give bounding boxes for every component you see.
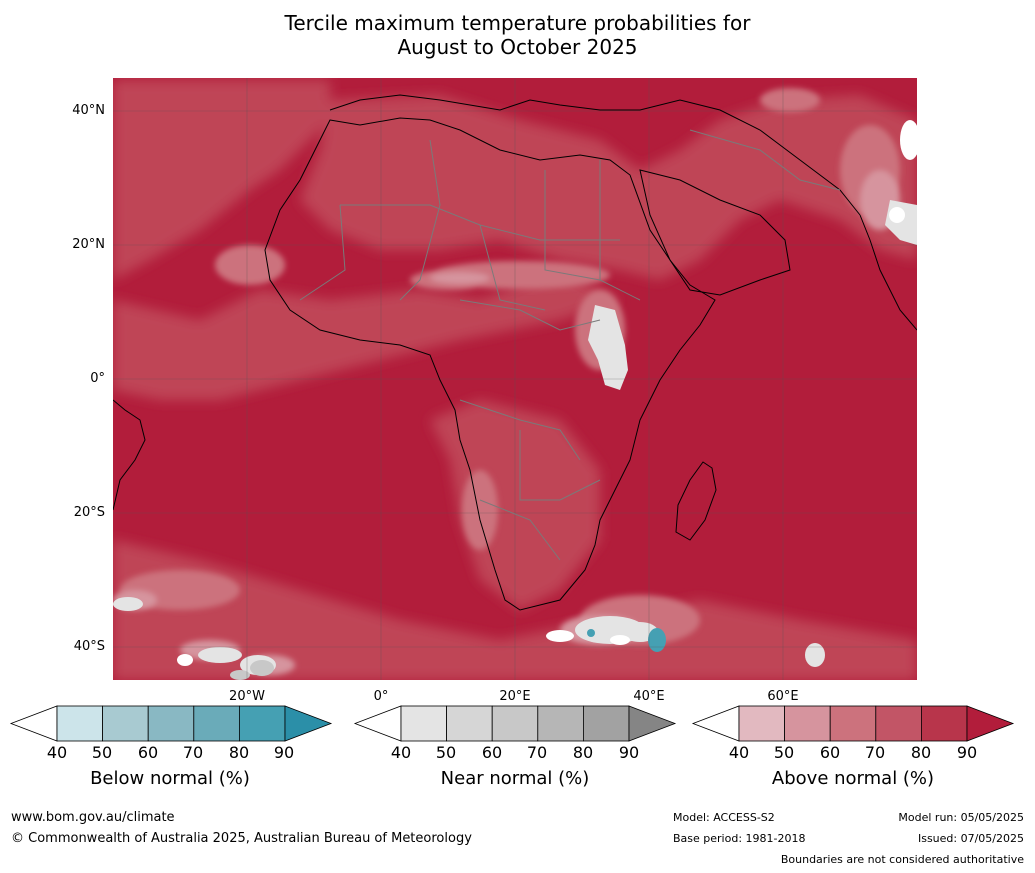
lon-label-20e: 20°E <box>499 689 531 704</box>
map-title-line1: Tercile maximum temperature probabilitie… <box>284 11 751 35</box>
footer-model-run: Model run: 05/05/2025 <box>898 811 1024 824</box>
lat-label-40s: 40°S <box>73 639 105 654</box>
near-tick-40: 40 <box>390 743 412 762</box>
near-normal-colorbar-segment <box>446 705 493 742</box>
lat-label-20n: 20°N <box>72 237 105 252</box>
near-normal-colorbar-low-extend <box>353 705 402 742</box>
above-normal-title: Above normal (%) <box>771 768 935 789</box>
above-normal-colorbar-segment <box>921 705 968 742</box>
lon-label-20w: 20°W <box>229 689 265 704</box>
near-tick-70: 70 <box>526 743 548 762</box>
footer-base-period: Base period: 1981-2018 <box>673 832 806 845</box>
below-normal-colorbar <box>9 705 333 742</box>
country-boundaries <box>299 129 841 561</box>
footer-disclaimer: Boundaries are not considered authoritat… <box>780 853 1024 866</box>
below-tick-50: 50 <box>91 743 113 762</box>
above-normal-colorbar-segment <box>738 705 785 742</box>
lat-label-20s: 20°S <box>73 505 105 520</box>
footer-issued: Issued: 07/05/2025 <box>917 832 1024 845</box>
above-tick-90: 90 <box>956 743 978 762</box>
near-normal-colorbar-segment <box>537 705 584 742</box>
below-normal-patches <box>587 628 666 652</box>
lat-label-40n: 40°N <box>72 103 105 118</box>
lon-label-40e: 40°E <box>633 689 665 704</box>
above-tick-50: 50 <box>773 743 795 762</box>
below-normal-title: Below normal (%) <box>90 768 250 789</box>
below-normal-colorbar-high-extend <box>284 705 333 742</box>
near-normal-title: Near normal (%) <box>440 768 590 789</box>
above-normal-colorbar-low-extend <box>691 705 740 742</box>
above-tick-70: 70 <box>864 743 886 762</box>
near-tick-90: 90 <box>618 743 640 762</box>
graticule <box>113 78 917 680</box>
near-tick-60: 60 <box>481 743 503 762</box>
colorbars <box>9 705 1015 742</box>
footer-copyright: © Commonwealth of Australia 2025, Austra… <box>11 831 472 846</box>
near-normal-darker-patches <box>230 660 274 680</box>
lon-label-0: 0° <box>373 689 389 704</box>
below-normal-colorbar-segment <box>193 705 240 742</box>
footer-website[interactable]: www.bom.gov.au/climate <box>11 810 175 825</box>
below-normal-colorbar-low-extend <box>9 705 58 742</box>
above-tick-80: 80 <box>910 743 932 762</box>
below-normal-colorbar-segment <box>238 705 286 742</box>
below-tick-60: 60 <box>137 743 159 762</box>
above-normal-colorbar-segment <box>829 705 877 742</box>
near-tick-50: 50 <box>435 743 457 762</box>
near-normal-colorbar-segment <box>400 705 447 742</box>
near-tick-80: 80 <box>572 743 594 762</box>
below-tick-40: 40 <box>46 743 68 762</box>
near-normal-colorbar-segment <box>583 705 630 742</box>
above-tick-60: 60 <box>819 743 841 762</box>
lat-label-0: 0° <box>90 371 105 386</box>
near-normal-colorbar-segment <box>491 705 539 742</box>
map-title-line2: August to October 2025 <box>397 35 638 59</box>
near-normal-colorbar-high-extend <box>628 705 677 742</box>
above-normal-colorbar-segment <box>875 705 922 742</box>
footer-model: Model: ACCESS-S2 <box>673 811 775 824</box>
below-normal-colorbar-segment <box>56 705 103 742</box>
below-tick-80: 80 <box>228 743 250 762</box>
above-normal-colorbar-high-extend <box>966 705 1015 742</box>
below-normal-colorbar-segment <box>147 705 195 742</box>
below-normal-colorbar-segment <box>102 705 149 742</box>
above-tick-40: 40 <box>728 743 750 762</box>
above-normal-colorbar-segment <box>784 705 831 742</box>
above-normal-80-regions <box>113 80 917 680</box>
above-normal-colorbar <box>691 705 1015 742</box>
lon-label-60e: 60°E <box>767 689 799 704</box>
coastlines <box>113 94 917 611</box>
below-tick-90: 90 <box>273 743 295 762</box>
white-patches <box>177 120 917 666</box>
below-tick-70: 70 <box>182 743 204 762</box>
near-normal-colorbar <box>353 705 677 742</box>
